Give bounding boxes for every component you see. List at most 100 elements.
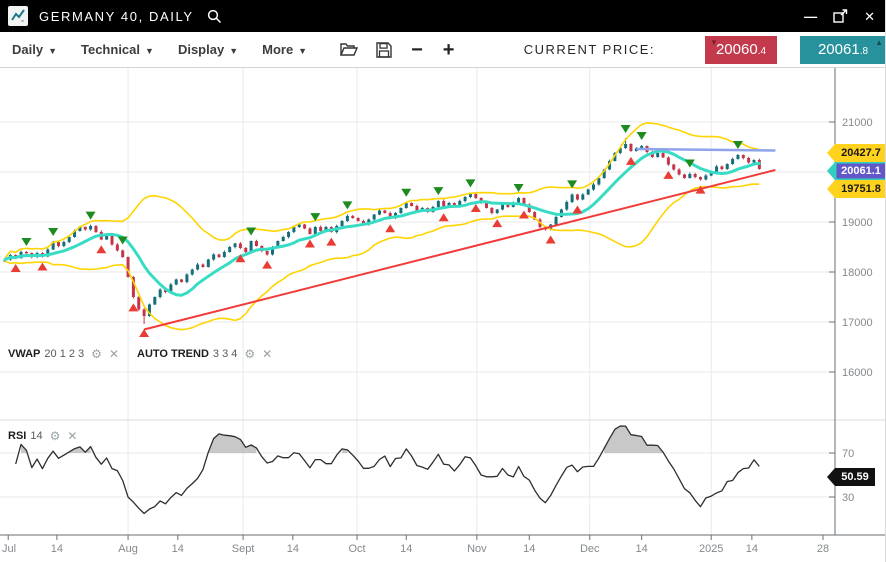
candle-body — [404, 203, 408, 208]
autotrend-remove-icon[interactable]: ✕ — [262, 347, 273, 361]
candle-body — [78, 227, 82, 231]
buy-signal-icon — [572, 205, 583, 214]
time-tick-label: Aug — [118, 543, 138, 555]
rsi-tick-label: 30 — [842, 492, 854, 504]
menu-technical[interactable]: Technical ▼ — [81, 42, 154, 57]
lower-band-line — [4, 183, 760, 331]
candle-body — [115, 244, 119, 251]
rsi-overbought-fill — [604, 426, 664, 453]
candle-body — [608, 161, 612, 170]
minimize-button[interactable]: — — [804, 8, 818, 24]
sell-signal-icon — [620, 125, 631, 133]
candle-body — [222, 252, 226, 257]
candle-body — [613, 153, 617, 161]
candle-body — [46, 249, 50, 257]
price-tick-label: 21000 — [842, 117, 873, 129]
candle-body — [682, 174, 686, 178]
candle-body — [741, 155, 745, 158]
candle-body — [110, 236, 114, 245]
rsi-pane — [15, 425, 760, 515]
menu-timeframe[interactable]: Daily ▼ — [12, 42, 57, 57]
sell-signal-icon — [21, 238, 32, 246]
candle-body — [238, 243, 242, 248]
popout-button[interactable] — [833, 9, 848, 23]
buy-signal-icon — [128, 303, 139, 312]
search-icon[interactable] — [207, 9, 222, 24]
rsi-remove-icon[interactable]: ✕ — [67, 429, 78, 443]
rsi-settings-gear-icon[interactable]: ⚙ — [49, 429, 61, 443]
time-tick-label: 14 — [287, 543, 299, 555]
candle-body — [383, 210, 387, 213]
candle-body — [565, 202, 569, 210]
auto-trend-support-line — [143, 169, 776, 331]
candle-body — [361, 221, 365, 225]
candle-body — [699, 177, 702, 180]
sell-signal-icon — [117, 236, 128, 245]
candle-body — [704, 175, 708, 180]
sell-signal-icon — [85, 211, 96, 220]
candle-body — [244, 248, 248, 252]
save-icon[interactable] — [376, 41, 392, 58]
close-button[interactable]: ✕ — [864, 8, 875, 24]
candle-body — [57, 242, 60, 246]
buy-signal-icon — [304, 239, 315, 248]
buy-signal-icon — [139, 329, 150, 337]
menu-more[interactable]: More ▼ — [262, 42, 308, 57]
sell-signal-icon — [310, 213, 321, 222]
buy-signal-icon — [37, 262, 48, 271]
sell-signal-icon — [513, 184, 524, 192]
candle-body — [463, 197, 467, 201]
price-chart-canvas[interactable]: 2100020000190001800017000160007030Jul14A… — [0, 68, 886, 562]
candle-body — [485, 203, 488, 208]
rsi-indicator-labels: RSI 14 ⚙ ✕ — [8, 429, 78, 443]
buy-signal-icon — [470, 203, 481, 212]
zoom-out-button[interactable]: − — [411, 38, 423, 61]
price-tick-label: 16000 — [842, 367, 873, 379]
sell-signal-icon — [401, 188, 412, 197]
vwap-settings-gear-icon[interactable]: ⚙ — [91, 347, 102, 361]
buy-signal-icon — [625, 156, 636, 165]
window-controls: — ✕ — [804, 9, 875, 23]
sell-signal-icon — [636, 132, 647, 140]
candle-body — [174, 279, 178, 285]
candle-body — [196, 264, 200, 270]
vwap-remove-icon[interactable]: ✕ — [108, 347, 119, 361]
candle-body — [656, 153, 660, 157]
candle-body — [89, 226, 93, 230]
candle-body — [586, 189, 590, 195]
candle-body — [629, 144, 633, 151]
price-tick-label: 19000 — [842, 217, 873, 229]
price-tick-label: 17000 — [842, 317, 873, 329]
candle-body — [62, 242, 66, 246]
candle-body — [661, 153, 665, 158]
candle-body — [672, 164, 676, 170]
candle-body — [736, 155, 740, 159]
zoom-in-button[interactable]: + — [442, 38, 455, 61]
candle-body — [452, 203, 456, 206]
open-folder-icon[interactable] — [340, 42, 359, 57]
candle-body — [436, 201, 440, 207]
candle-body — [249, 241, 253, 252]
menu-display[interactable]: Display ▼ — [177, 42, 239, 57]
autotrend-settings-gear-icon[interactable]: ⚙ — [244, 347, 256, 361]
sell-signal-icon — [684, 159, 695, 168]
time-tick-label: Sept — [232, 543, 255, 555]
candle-body — [185, 274, 189, 282]
candle-body — [24, 252, 28, 254]
candle-body — [570, 194, 574, 202]
candle-body — [720, 166, 724, 169]
rsi-label: RSI — [8, 430, 27, 442]
auto-trend-resistance-line — [636, 147, 776, 152]
candle-body — [677, 169, 681, 175]
candle-body — [233, 243, 237, 247]
vwap-label: VWAP — [8, 348, 41, 360]
sell-signal-icon — [465, 179, 476, 188]
upper-band-line — [4, 122, 760, 259]
candle-body — [121, 250, 125, 257]
chevron-down-icon: ▼ — [229, 45, 239, 56]
candle-body — [180, 279, 184, 282]
sell-signal-icon — [433, 187, 444, 196]
candle-body — [592, 184, 595, 190]
current-price-label: CURRENT PRICE: — [523, 42, 655, 57]
candle-body — [458, 201, 462, 206]
